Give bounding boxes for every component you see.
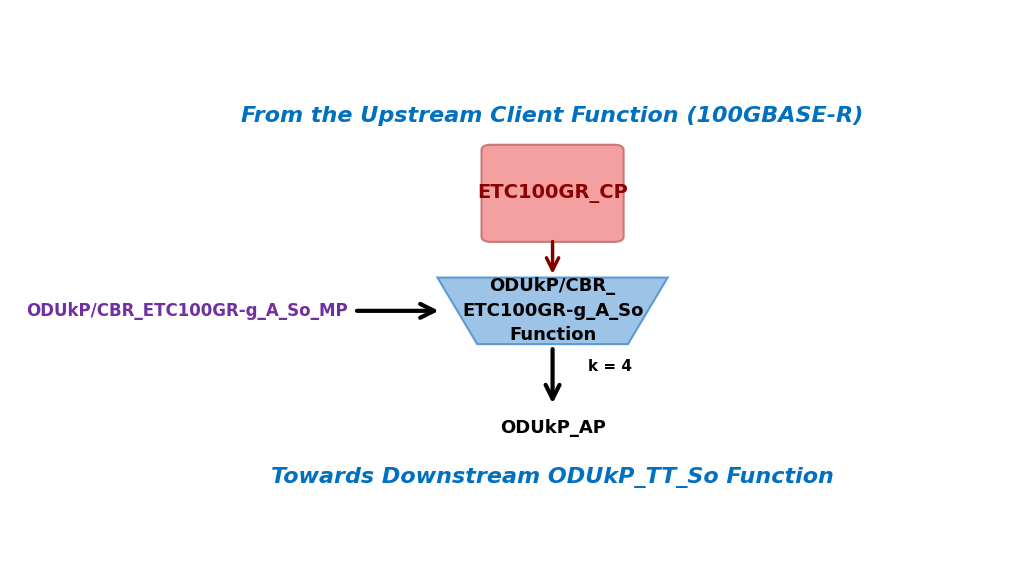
Text: ODUkP_AP: ODUkP_AP xyxy=(500,419,605,437)
Text: ETC100GR_CP: ETC100GR_CP xyxy=(477,184,628,203)
Text: k = 4: k = 4 xyxy=(588,359,632,374)
Text: ETC100GR-g_A_So: ETC100GR-g_A_So xyxy=(462,302,643,320)
Polygon shape xyxy=(437,278,668,344)
Text: ODUkP/CBR_ETC100GR-g_A_So_MP: ODUkP/CBR_ETC100GR-g_A_So_MP xyxy=(27,302,348,320)
Text: Function: Function xyxy=(509,326,596,344)
FancyBboxPatch shape xyxy=(481,145,624,242)
Text: Towards Downstream ODUkP_TT_So Function: Towards Downstream ODUkP_TT_So Function xyxy=(271,467,834,488)
Text: From the Upstream Client Function (100GBASE-R): From the Upstream Client Function (100GB… xyxy=(242,105,863,126)
Text: ODUkP/CBR_: ODUkP/CBR_ xyxy=(489,278,615,295)
